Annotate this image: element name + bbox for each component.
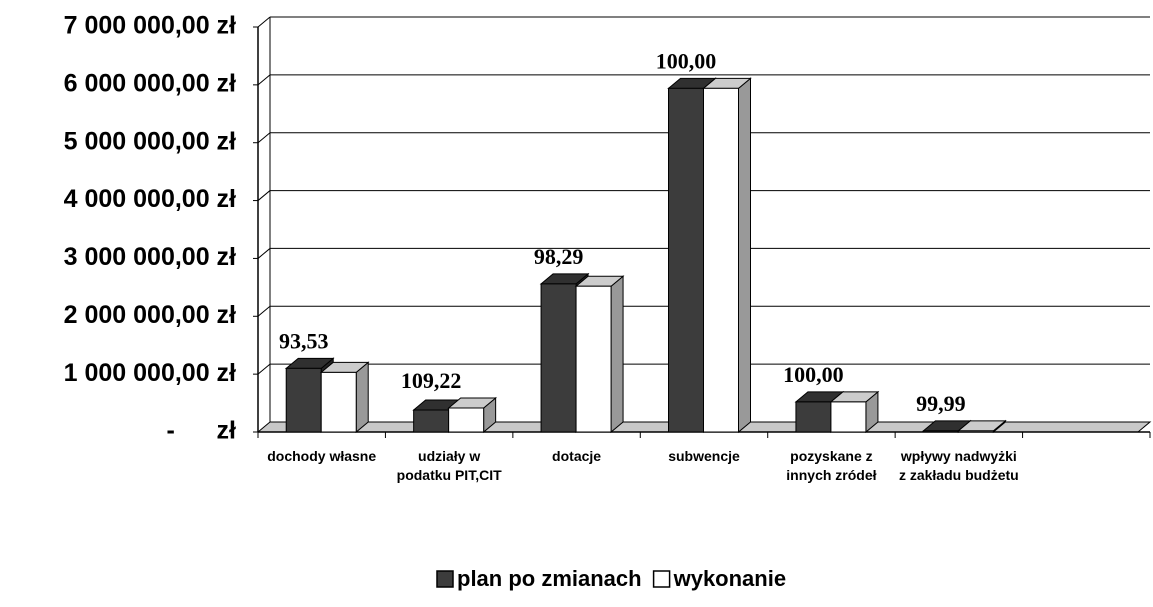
x-tick-label: udziały w podatku PIT,CIT bbox=[396, 448, 502, 483]
grid-line bbox=[257, 16, 271, 28]
x-tick-label: subwencje bbox=[668, 448, 740, 464]
grid-line bbox=[257, 248, 271, 259]
y-tick-label: 1 000 000,00 zł bbox=[64, 359, 236, 387]
bar bbox=[575, 285, 612, 433]
bar bbox=[413, 409, 450, 433]
bar-side bbox=[610, 275, 624, 434]
annotation: 99,99 bbox=[916, 391, 966, 416]
y-tick-label: - zł bbox=[167, 417, 237, 445]
bar bbox=[448, 407, 485, 433]
bar-side bbox=[738, 77, 751, 434]
legend-label: wykonanie bbox=[673, 566, 786, 591]
bar bbox=[957, 430, 994, 433]
legend-label: plan po zmianach bbox=[457, 566, 642, 591]
bar bbox=[830, 401, 867, 433]
y-tick-label: 2 000 000,00 zł bbox=[64, 301, 236, 329]
x-tick-label: pozyskane z innych zródeł bbox=[786, 448, 877, 483]
bar bbox=[703, 87, 739, 433]
annotation: 100,00 bbox=[783, 362, 844, 387]
grid-line bbox=[257, 74, 271, 86]
bar bbox=[320, 371, 357, 433]
x-tick-label: dochody własne bbox=[267, 448, 377, 464]
bar bbox=[922, 430, 959, 433]
bar bbox=[540, 283, 577, 433]
y-tick-label: 6 000 000,00 zł bbox=[64, 69, 236, 97]
bar bbox=[285, 367, 322, 433]
annotation: 100,00 bbox=[656, 48, 717, 73]
annotation: 98,29 bbox=[534, 244, 584, 269]
bar-side bbox=[355, 361, 369, 434]
bar bbox=[668, 87, 704, 433]
grid-line bbox=[257, 363, 271, 375]
y-tick-label: 7 000 000,00 zł bbox=[64, 12, 236, 40]
grid-line bbox=[257, 132, 271, 144]
y-tick-label: 4 000 000,00 zł bbox=[64, 185, 236, 213]
legend-swatch bbox=[436, 570, 454, 588]
grid-line bbox=[257, 190, 271, 201]
x-tick-label: dotacje bbox=[552, 448, 602, 464]
annotation: 109,22 bbox=[401, 368, 462, 393]
grid-line bbox=[257, 305, 271, 317]
y-tick-label: 3 000 000,00 zł bbox=[64, 243, 236, 271]
legend-swatch bbox=[652, 570, 671, 588]
x-tick-label: wpływy nadwyżki z zakładu budżetu bbox=[898, 448, 1019, 483]
bar bbox=[795, 401, 832, 433]
annotation: 93,53 bbox=[279, 328, 329, 353]
y-tick-label: 5 000 000,00 zł bbox=[64, 127, 236, 155]
